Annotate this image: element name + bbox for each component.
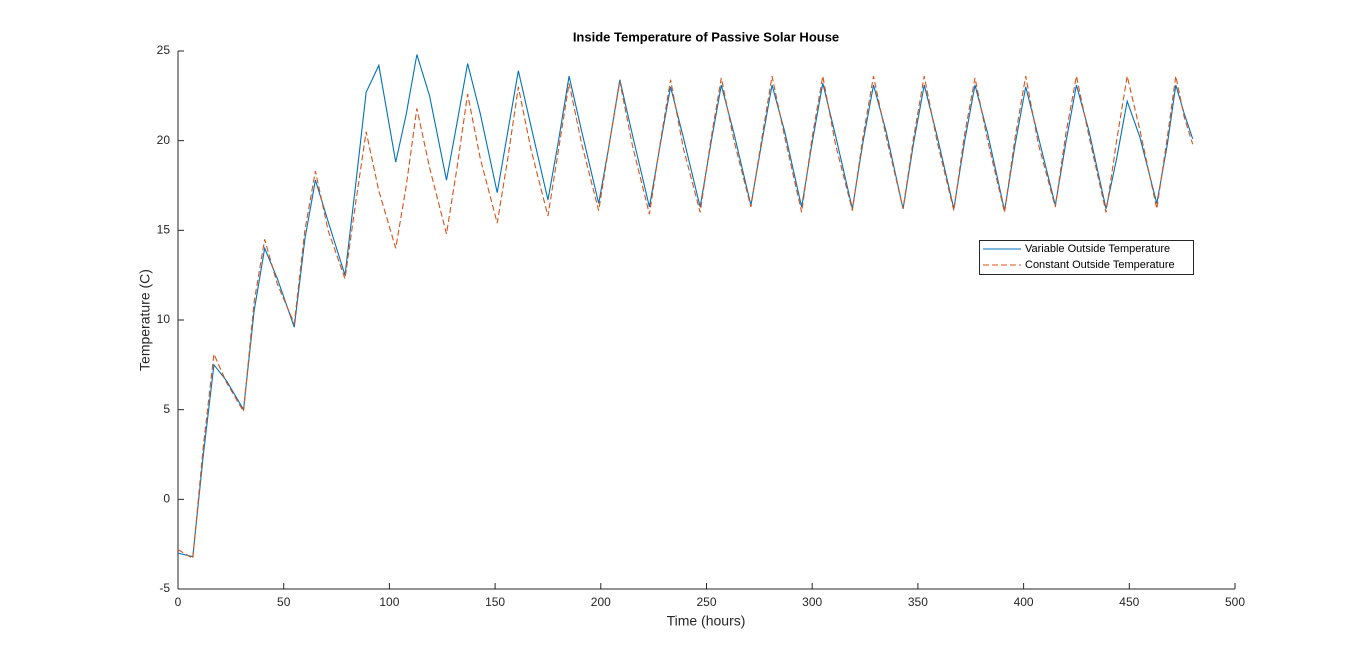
y-tick-label: -5 (159, 581, 170, 595)
series-line (177, 54, 1194, 558)
x-tick-label: 50 (277, 595, 291, 609)
x-tick-label: 500 (1225, 595, 1245, 609)
chart-title: Inside Temperature of Passive Solar Hous… (573, 29, 839, 44)
legend-label: Constant Outside Temperature (1025, 259, 1175, 271)
x-tick-label: 350 (908, 595, 928, 609)
legend-label: Variable Outside Temperature (1025, 243, 1170, 255)
x-tick-label: 100 (379, 595, 399, 609)
y-tick-label: 0 (163, 492, 170, 506)
y-axis-label: Temperature (C) (137, 269, 153, 371)
x-tick-label: 0 (175, 595, 182, 609)
x-tick-label: 300 (802, 595, 822, 609)
x-tick-label: 150 (485, 595, 505, 609)
legend: Variable Outside Temperature Constant Out… (979, 240, 1194, 275)
x-tick-label: 250 (696, 595, 716, 609)
y-tick-label: 25 (157, 43, 171, 57)
y-tick-label: 20 (157, 133, 171, 147)
x-tick-label: 400 (1014, 595, 1034, 609)
y-tick-label: 10 (157, 312, 171, 326)
y-tick-label: 5 (163, 402, 170, 416)
x-tick-label: 450 (1119, 595, 1139, 609)
x-axis-label: Time (hours) (667, 613, 746, 629)
x-tick-label: 200 (591, 595, 611, 609)
legend-box (979, 240, 1194, 275)
series-line (177, 75, 1194, 560)
y-tick-label: 15 (157, 223, 171, 237)
